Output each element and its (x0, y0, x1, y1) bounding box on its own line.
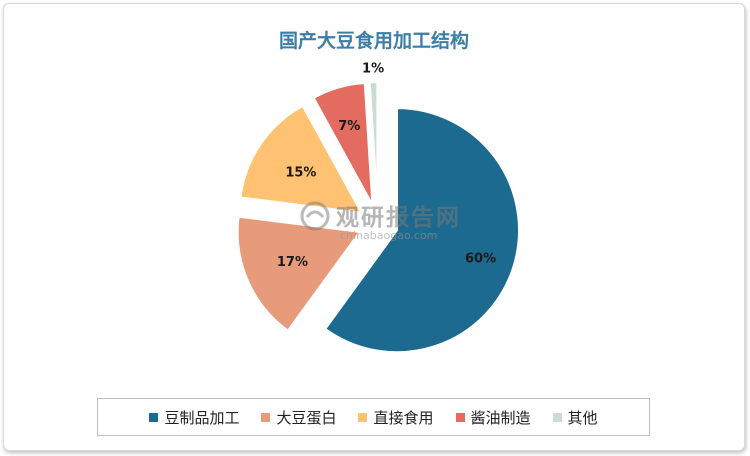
pie-data-label: 17% (277, 255, 308, 270)
legend-swatch (455, 412, 465, 422)
pie-slice (236, 215, 362, 333)
legend-swatch (149, 412, 159, 422)
legend-label: 大豆蛋白 (276, 408, 337, 427)
chart-legend: 豆制品加工 大豆蛋白 直接食用 酱油制造 其他 (97, 398, 650, 436)
pie-data-label: 7% (338, 119, 360, 134)
legend-swatch (261, 412, 271, 422)
legend-item: 直接食用 (358, 407, 434, 428)
pie-slice (239, 104, 364, 214)
legend-label: 其他 (567, 408, 598, 427)
legend-item: 酱油制造 (455, 407, 531, 428)
pie-data-label: 15% (285, 166, 316, 181)
watermark-logo-icon (300, 201, 330, 231)
legend-swatch (358, 412, 368, 422)
pie-data-label: 1% (362, 61, 384, 76)
legend-item: 大豆蛋白 (261, 407, 336, 428)
pie-slice (312, 81, 374, 206)
pie-slice (368, 81, 379, 205)
legend-item: 其他 (552, 407, 598, 428)
legend-label: 豆制品加工 (164, 408, 240, 427)
chart-title: 国产大豆食用加工结构 (278, 30, 469, 52)
legend-label: 酱油制造 (470, 408, 531, 427)
legend-item: 豆制品加工 (149, 407, 239, 428)
chart-frame: 国产大豆食用加工结构 (3, 3, 745, 451)
pie-slice (323, 107, 521, 354)
pie-labels: 60% 17% 15% 7% 1% (277, 61, 496, 270)
legend-label: 直接食用 (373, 408, 434, 427)
pie-data-label: 60% (465, 251, 496, 266)
watermark-site: chinabaogao.com (340, 229, 438, 242)
legend-swatch (552, 412, 562, 422)
pie-slices (236, 81, 521, 354)
watermark-name: 观研报告网 (336, 205, 461, 231)
